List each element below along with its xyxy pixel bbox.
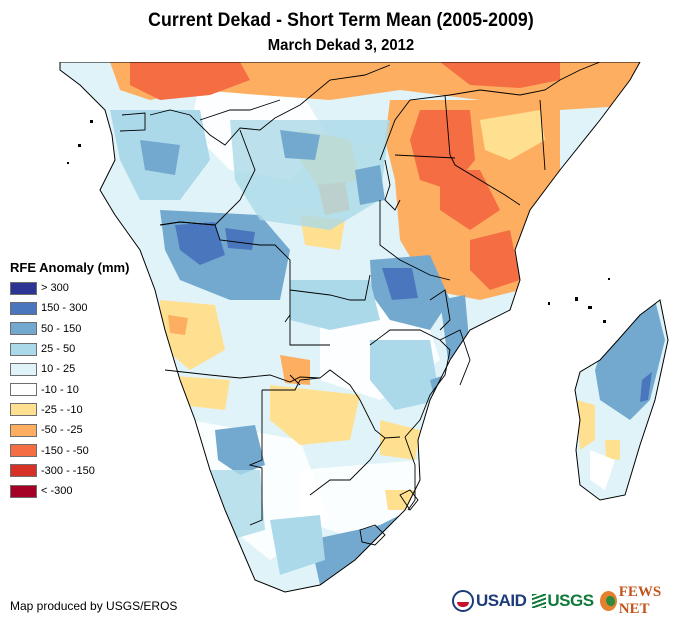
anomaly-region-wet xyxy=(310,510,410,585)
rainfall-anomaly-map xyxy=(59,62,669,593)
legend-label: -50 - -25 xyxy=(41,424,83,437)
anomaly-region-wet xyxy=(355,165,385,205)
anomaly-region-slightly-dry xyxy=(605,440,620,460)
legend-swatch xyxy=(10,464,37,478)
anomaly-region-slightly-dry xyxy=(480,110,545,160)
anomaly-region-moist xyxy=(200,470,265,540)
country-borders xyxy=(119,62,601,546)
legend-item: -10 - 10 xyxy=(10,379,129,399)
legend-label: -300 - -150 xyxy=(41,464,95,477)
anomaly-region-very-dry xyxy=(440,62,560,88)
anomaly-region-very-dry xyxy=(130,62,250,100)
anomaly-region-dry xyxy=(168,315,188,335)
legend-swatch xyxy=(10,281,37,295)
legend-item: -150 - -50 xyxy=(10,440,129,460)
legend-item: -25 - -10 xyxy=(10,400,129,420)
anomaly-region-very-dry xyxy=(470,230,520,290)
legend-label: 25 - 50 xyxy=(41,343,76,356)
anomaly-region-very-wet xyxy=(640,372,652,402)
anomaly-region-very-dry xyxy=(440,170,500,230)
legend-label: -10 - 10 xyxy=(41,383,79,396)
legend-item: 50 - 150 xyxy=(10,319,129,339)
legend-item: -300 - -150 xyxy=(10,461,129,481)
legend-label: 150 - 300 xyxy=(41,302,88,315)
legend-label: -25 - -10 xyxy=(41,403,83,416)
fews-net-logo-text: FEWS NET xyxy=(618,584,662,617)
anomaly-region-very-wet xyxy=(225,228,255,250)
globe-icon xyxy=(599,591,617,611)
legend-items: > 300 150 - 300 50 - 150 25 - 50 10 - 25 -10 … xyxy=(10,278,129,501)
legend-item: 10 - 25 xyxy=(10,359,129,379)
usaid-logo-text: USAID xyxy=(476,591,527,610)
legend-item: -50 - -25 xyxy=(10,420,129,440)
legend-label: > 300 xyxy=(41,282,69,295)
anomaly-region-moist xyxy=(270,515,325,575)
legend-swatch xyxy=(10,403,37,417)
anomaly-region-moist xyxy=(230,120,390,230)
legend-label: 50 - 150 xyxy=(41,322,82,335)
map-credit: Map produced by USGS/EROS xyxy=(10,599,178,613)
map-title: Current Dekad - Short Term Mean (2005-20… xyxy=(148,10,534,31)
legend-swatch xyxy=(10,362,37,376)
legend-item: 25 - 50 xyxy=(10,339,129,359)
legend-item: < -300 xyxy=(10,481,129,501)
legend: RFE Anomaly (mm) > 300 150 - 300 50 - 150 2… xyxy=(10,260,129,501)
usaid-seal-icon xyxy=(452,590,474,612)
legend-swatch xyxy=(10,301,37,315)
anomaly-region-moist xyxy=(290,280,380,330)
legend-swatch xyxy=(10,322,37,336)
legend-item: > 300 xyxy=(10,278,129,298)
legend-swatch xyxy=(10,444,37,458)
anomaly-region-very-wet xyxy=(175,222,225,265)
anomaly-region-wet xyxy=(215,425,265,475)
anomaly-region-wet xyxy=(140,140,180,175)
anomaly-region-moist xyxy=(370,340,440,410)
legend-swatch xyxy=(10,383,37,397)
legend-label: 10 - 25 xyxy=(41,363,76,376)
usaid-logo: USAID xyxy=(452,590,527,612)
legend-swatch xyxy=(10,423,37,437)
legend-item: 150 - 300 xyxy=(10,298,129,318)
anomaly-region-slightly-dry xyxy=(576,400,595,450)
islands xyxy=(67,120,610,323)
legend-title: RFE Anomaly (mm) xyxy=(10,260,130,275)
usgs-logo-text: USGS xyxy=(547,591,594,610)
anomaly-region-slightly-dry xyxy=(160,375,230,410)
legend-label: -150 - -50 xyxy=(41,444,89,457)
anomaly-region-slightly-dry xyxy=(270,385,360,445)
legend-label: < -300 xyxy=(41,485,73,498)
anomaly-region-very-wet xyxy=(382,268,418,300)
usgs-mark-icon xyxy=(532,594,547,608)
partner-logos: USAID USGS FEWS NET xyxy=(452,584,682,618)
anomaly-region-neutral xyxy=(590,450,615,490)
legend-swatch xyxy=(10,342,37,356)
usgs-logo: USGS xyxy=(532,591,594,611)
map-subtitle: March Dekad 3, 2012 xyxy=(267,37,415,54)
legend-swatch xyxy=(10,484,37,498)
anomaly-region-wet xyxy=(280,130,320,160)
fews-net-logo: FEWS NET xyxy=(599,584,682,618)
